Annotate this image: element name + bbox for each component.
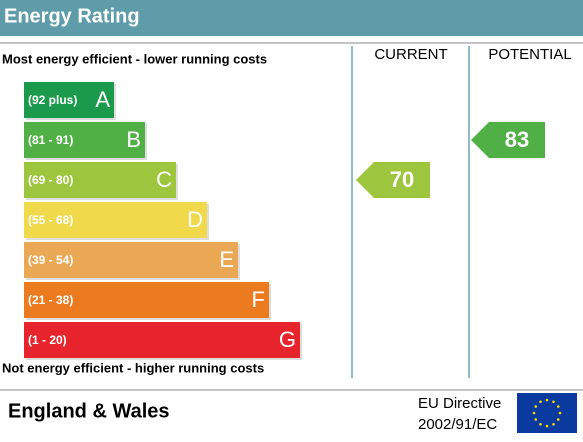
header-bar [0,0,583,36]
band-range: (92 plus) [28,93,77,107]
rating-value: 83 [505,127,529,152]
flag-star [552,400,555,404]
bottom-note: Not energy efficient - higher running co… [2,360,264,375]
column-header: POTENTIAL [488,46,571,63]
band-bar [24,82,114,118]
band-range: (39 - 54) [28,253,73,267]
rating-arrow [471,122,545,158]
rating-value: 70 [390,167,414,192]
band-bar [24,282,269,318]
band-bar [24,242,238,278]
footer-region: England & Wales [8,400,170,422]
column-header: CURRENT [374,46,447,63]
flag-star [556,405,560,408]
eu-flag [517,393,577,433]
flag-star [552,422,555,426]
band-bar [24,202,207,238]
flag-star [539,400,542,404]
flag-star [534,405,538,408]
flag-star [534,418,538,421]
top-note: Most energy efficient - lower running co… [2,51,267,66]
flag-star [556,418,560,421]
band-bar [24,122,145,158]
chart-title: Energy Rating [4,5,140,27]
band-range: (21 - 38) [28,293,73,307]
band-bar [24,322,300,358]
band-letter: D [187,207,203,232]
band-range: (55 - 68) [28,213,73,227]
band-letter: B [126,127,141,152]
band-bar [24,162,176,198]
flag-star [539,422,542,426]
band-range: (81 - 91) [28,133,73,147]
directive-text: 2002/91/EC [418,416,497,433]
flag-star [532,411,536,415]
band-letter: G [279,327,296,352]
directive-text: EU Directive [418,395,501,412]
band-letter: A [95,87,110,112]
band-range: (1 - 20) [28,333,67,347]
rating-arrow [356,162,430,198]
band-letter: E [219,247,234,272]
band-letter: C [156,167,172,192]
flag-star [545,424,549,428]
flag-star [558,411,562,415]
band-range: (69 - 80) [28,173,73,187]
band-letter: F [252,287,265,312]
flag-star [545,398,549,402]
